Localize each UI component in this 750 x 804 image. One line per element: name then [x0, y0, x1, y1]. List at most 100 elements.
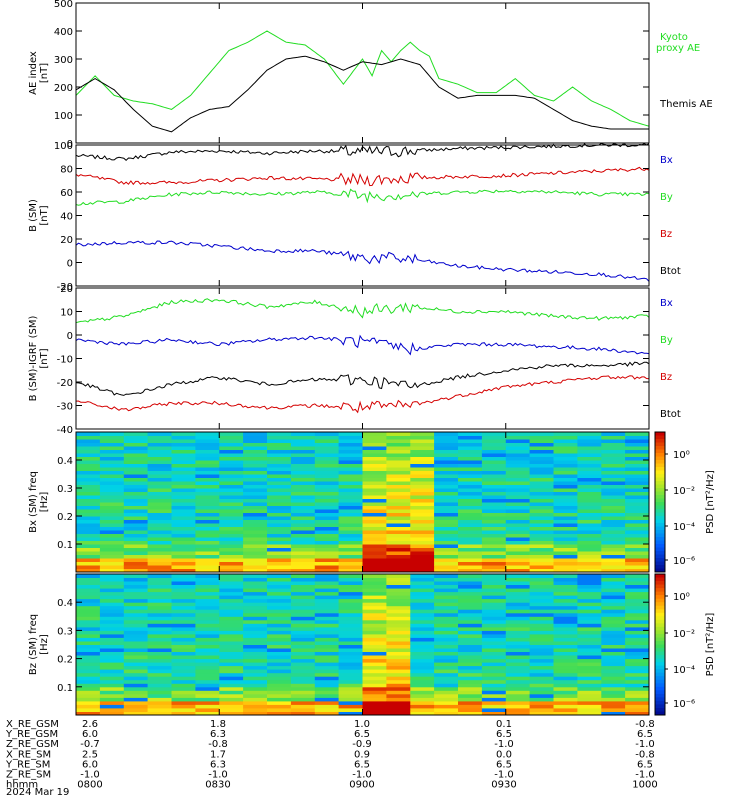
- heatmap-cell: [625, 460, 650, 464]
- colorbar-step: [655, 630, 665, 635]
- heatmap-cell: [243, 626, 268, 631]
- heatmap-cell: [458, 697, 483, 702]
- heatmap-cell: [171, 616, 196, 621]
- heatmap-cell: [601, 449, 626, 454]
- heatmap-cell: [410, 584, 435, 589]
- heatmap-cell: [76, 633, 101, 638]
- heatmap-cell: [386, 432, 411, 436]
- heatmap-cell: [267, 502, 292, 506]
- heatmap-cell: [219, 591, 244, 596]
- heatmap-cell: [410, 591, 435, 596]
- heatmap-cell: [123, 676, 149, 681]
- heatmap-cell: [601, 561, 626, 566]
- heatmap-cell: [147, 644, 172, 649]
- heatmap-cell: [171, 711, 196, 716]
- heatmap-column: [362, 574, 387, 716]
- heatmap-cell: [99, 460, 125, 464]
- heatmap-cell: [147, 467, 172, 471]
- heatmap-cell: [314, 595, 340, 600]
- heatmap-cell: [267, 544, 292, 548]
- heatmap-cell: [290, 644, 316, 649]
- ephemeris-value: 1.7: [210, 749, 226, 760]
- heatmap-cell: [481, 609, 507, 614]
- heatmap-cell: [219, 453, 244, 457]
- heatmap-cell: [76, 551, 101, 555]
- heatmap-cell: [267, 683, 292, 688]
- heatmap-cell: [458, 588, 483, 593]
- heatmap-cell: [290, 577, 316, 582]
- heatmap-column: [553, 574, 578, 716]
- heatmap-cell: [290, 658, 316, 663]
- y-axis-label: B (SM)-IGRF (SM): [28, 316, 39, 402]
- heatmap-cell: [267, 693, 292, 698]
- colorbar-step: [655, 669, 665, 674]
- heatmap-cell: [553, 686, 578, 691]
- heatmap-cell: [625, 554, 650, 559]
- heatmap-cell: [219, 637, 244, 642]
- heatmap-cell: [243, 595, 268, 600]
- heatmap-cell: [171, 658, 196, 663]
- heatmap-cell: [171, 651, 196, 656]
- heatmap-cell: [481, 588, 507, 593]
- heatmap-cell: [505, 561, 531, 566]
- heatmap-cell: [434, 561, 459, 566]
- colorbar-step: [655, 544, 665, 548]
- heatmap-cell: [577, 561, 602, 566]
- heatmap-cell: [529, 484, 554, 489]
- heatmap-cell: [123, 693, 149, 698]
- colorbar-step: [655, 679, 665, 684]
- heatmap-cell: [195, 651, 220, 656]
- heatmap-cell: [434, 540, 459, 545]
- heatmap-cell: [458, 708, 483, 712]
- heatmap-cell: [505, 626, 531, 631]
- heatmap-cell: [529, 432, 554, 436]
- heatmap-cell: [434, 626, 459, 631]
- heatmap-cell: [314, 498, 340, 503]
- heatmap-cell: [458, 690, 483, 695]
- heatmap-cell: [434, 595, 459, 600]
- series-line-bigrf-by: [75, 298, 650, 324]
- heatmap-cell: [577, 690, 602, 695]
- heatmap-cell: [76, 630, 101, 635]
- heatmap-cell: [195, 547, 220, 552]
- heatmap-cell: [123, 481, 149, 485]
- heatmap-cell: [529, 561, 554, 566]
- heatmap-cell: [410, 498, 435, 503]
- heatmap-cell: [314, 551, 340, 555]
- heatmap-cell: [362, 658, 387, 663]
- heatmap-cell: [171, 512, 196, 517]
- heatmap-cell: [529, 526, 554, 531]
- heatmap-cell: [481, 626, 507, 631]
- heatmap-cell: [171, 544, 196, 548]
- heatmap-cell: [76, 481, 101, 485]
- heatmap-cell: [147, 516, 172, 520]
- heatmap-cell: [314, 554, 340, 559]
- heatmap-cell: [505, 619, 531, 624]
- heatmap-cell: [290, 540, 316, 545]
- heatmap-cell: [267, 439, 292, 443]
- heatmap-cell: [243, 533, 268, 538]
- heatmap-cell: [577, 577, 602, 582]
- heatmap-cell: [314, 665, 340, 670]
- y-tick-label: 60: [60, 188, 73, 199]
- heatmap-cell: [505, 633, 531, 638]
- heatmap-cell: [99, 690, 125, 695]
- heatmap-cell: [267, 623, 292, 628]
- heatmap-cell: [625, 616, 650, 621]
- heatmap-cell: [529, 449, 554, 454]
- heatmap-cell: [219, 711, 244, 716]
- heatmap-cell: [410, 648, 435, 652]
- heatmap-cell: [625, 591, 650, 596]
- y-tick-label: 100: [54, 141, 73, 152]
- heatmap-cell: [601, 676, 626, 681]
- heatmap-cell: [290, 711, 316, 716]
- colorbar-step: [655, 467, 665, 471]
- heatmap-cell: [219, 602, 244, 607]
- heatmap-cell: [410, 439, 435, 443]
- heatmap-cell: [458, 477, 483, 482]
- colorbar-step: [655, 641, 665, 645]
- heatmap-cell: [147, 463, 172, 468]
- heatmap-cell: [577, 509, 602, 513]
- heatmap-cell: [147, 474, 172, 478]
- heatmap-cell: [76, 708, 101, 712]
